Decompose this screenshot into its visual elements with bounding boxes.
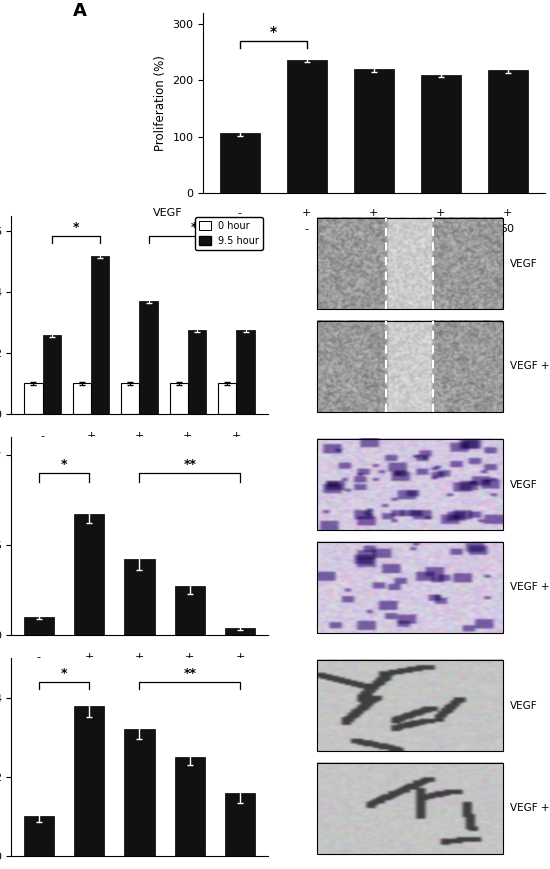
Text: -: - [41, 431, 45, 441]
Bar [236, 330, 255, 414]
Text: +: + [302, 208, 311, 217]
Text: -: - [238, 224, 242, 234]
Text: +: + [135, 431, 144, 441]
Text: 20: 20 [433, 224, 448, 234]
Bar [73, 383, 91, 414]
Text: -: - [87, 669, 91, 680]
Text: SH003 (μg/ml): SH003 (μg/ml) [0, 448, 1, 459]
Bar [169, 383, 188, 414]
Bar [317, 218, 503, 309]
Text: VEGF + SH003: VEGF + SH003 [510, 582, 550, 593]
Text: 50: 50 [229, 448, 244, 459]
Text: SH003 (μg/ml): SH003 (μg/ml) [108, 224, 183, 234]
Bar [124, 560, 155, 635]
Bar [175, 757, 205, 856]
Bar [42, 335, 61, 414]
Text: 50: 50 [500, 224, 515, 234]
Text: 20: 20 [181, 448, 195, 459]
Text: +: + [86, 431, 96, 441]
Text: A: A [73, 3, 87, 20]
Text: -: - [37, 669, 41, 680]
Bar [225, 627, 255, 635]
Bar [317, 542, 503, 633]
Text: +: + [183, 431, 192, 441]
Bar [74, 514, 104, 635]
Bar [317, 763, 503, 854]
Text: -: - [238, 208, 242, 217]
Text: +: + [436, 208, 446, 217]
Text: *: * [60, 667, 67, 680]
Bar [121, 383, 140, 414]
Text: +: + [84, 652, 94, 661]
Text: VEGF: VEGF [510, 480, 537, 489]
Bar [140, 302, 158, 414]
Text: VEGF + SH003: VEGF + SH003 [510, 804, 550, 813]
Text: VEGF: VEGF [510, 259, 537, 269]
Text: **: ** [191, 221, 204, 234]
Text: +: + [503, 208, 513, 217]
Bar [488, 70, 528, 193]
Text: *: * [270, 25, 277, 39]
Bar [287, 60, 327, 193]
Text: *: * [73, 221, 79, 234]
Bar [124, 729, 155, 856]
Text: +: + [185, 652, 195, 661]
Text: -: - [305, 224, 309, 234]
Bar [188, 330, 206, 414]
Text: 10: 10 [133, 448, 146, 459]
Text: VEGF: VEGF [153, 208, 183, 217]
Text: 20: 20 [183, 669, 197, 680]
Text: -: - [41, 448, 45, 459]
Bar [354, 70, 394, 193]
Text: +: + [135, 652, 144, 661]
Bar [24, 617, 54, 635]
Legend: 0 hour, 9.5 hour: 0 hour, 9.5 hour [195, 217, 263, 249]
Text: VEGF: VEGF [510, 700, 537, 711]
Text: +: + [232, 431, 241, 441]
Bar [175, 587, 205, 635]
Bar [24, 816, 54, 856]
Text: +: + [235, 652, 245, 661]
Text: VEGF + SH003: VEGF + SH003 [510, 362, 550, 371]
Bar [24, 383, 42, 414]
Text: +: + [369, 208, 378, 217]
Text: 10: 10 [367, 224, 381, 234]
Bar [91, 255, 109, 414]
Bar [421, 75, 461, 193]
Bar [220, 133, 260, 193]
Text: -: - [37, 652, 41, 661]
Text: -: - [89, 448, 93, 459]
Bar [74, 706, 104, 856]
Text: **: ** [183, 458, 196, 471]
Bar [218, 383, 236, 414]
Bar [317, 439, 503, 530]
Text: *: * [60, 458, 67, 471]
Text: VEGF: VEGF [0, 431, 1, 441]
Y-axis label: Proliferation (%): Proliferation (%) [153, 55, 167, 151]
Text: 50: 50 [233, 669, 248, 680]
Bar [317, 321, 503, 412]
Text: **: ** [183, 667, 196, 680]
Text: 10: 10 [133, 669, 146, 680]
Bar [225, 793, 255, 856]
Bar [317, 660, 503, 751]
